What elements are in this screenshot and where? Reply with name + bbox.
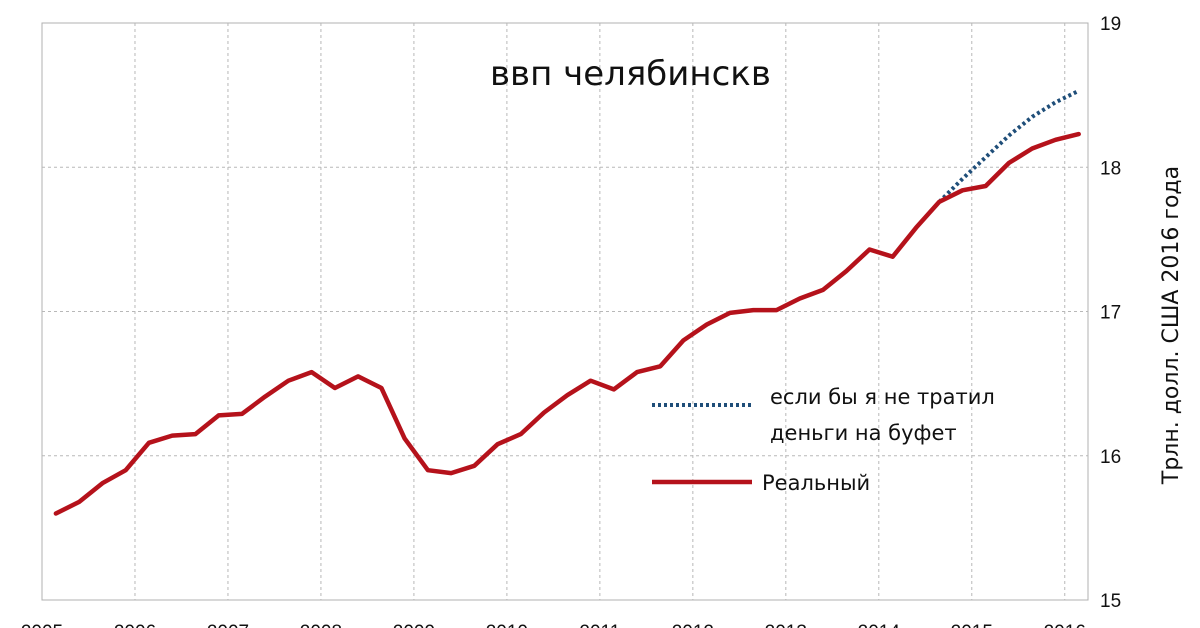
x-tick-label-2008: 2008	[300, 622, 342, 628]
series-line-actual	[53, 131, 1081, 516]
chart-title: ввп челябинскв	[490, 54, 771, 94]
x-tick-label-2016: 2016	[1044, 622, 1086, 628]
y-tick-label-15: 15	[1100, 591, 1121, 612]
grid-lines	[42, 23, 1088, 600]
x-tick-label-2011: 2011	[579, 622, 620, 628]
legend: если бы я не тратил деньги на буфет Реал…	[652, 385, 995, 495]
x-tick-label-2009: 2009	[393, 622, 435, 628]
x-tick-label-2007: 2007	[207, 622, 249, 628]
y-tick-label-18: 18	[1100, 158, 1121, 179]
y-tick-label-16: 16	[1100, 447, 1121, 468]
legend-label-forecast-line-2: деньги на буфет	[770, 421, 957, 445]
legend-label-actual: Реальный	[762, 471, 870, 495]
x-tick-label-2005: 2005	[21, 622, 63, 628]
series-layer	[53, 89, 1081, 516]
y-tick-label-17: 17	[1100, 303, 1121, 324]
x-axis-ticks: 2005 2006 2007 2008 2009 2010 2011 2012 2013 2014…	[21, 622, 1086, 628]
x-tick-label-2013: 2013	[765, 622, 807, 628]
x-tick-label-2010: 2010	[486, 622, 528, 628]
legend-label-forecast-line-1: если бы я не тратил	[770, 385, 995, 409]
y-axis-ticks: 15 16 17 18 19	[1100, 14, 1121, 612]
x-tick-label-2015: 2015	[951, 622, 993, 628]
x-tick-label-2006: 2006	[114, 622, 156, 628]
y-axis-title: Трлн. долл. США 2016 года	[1159, 166, 1184, 485]
series-line-forecast	[937, 89, 1080, 204]
x-tick-label-2014: 2014	[858, 622, 901, 628]
x-tick-label-2012: 2012	[672, 622, 714, 628]
y-tick-label-19: 19	[1100, 14, 1121, 35]
